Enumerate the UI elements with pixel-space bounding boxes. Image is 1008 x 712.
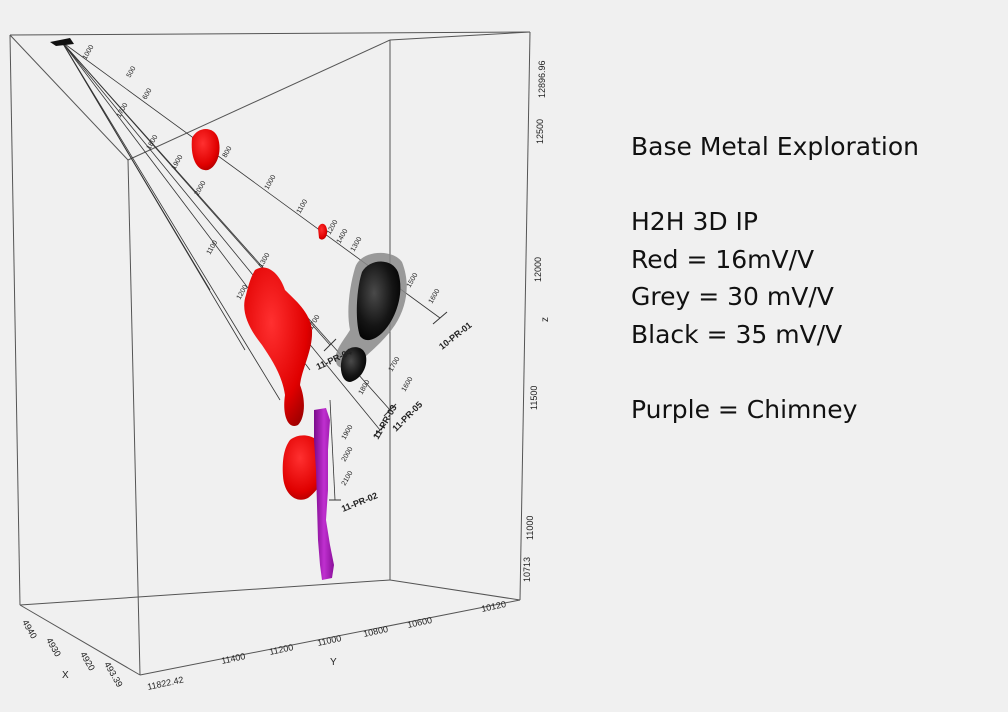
x-tick: 4930 [44, 636, 63, 658]
depth-label: 2000 [341, 446, 355, 463]
z-tick: 12500 [535, 119, 545, 144]
hole-label-10-pr-01: 10-PR-01 [437, 320, 474, 352]
depth-label: 1300 [350, 236, 364, 253]
legend-black: Black = 35 mV/V [631, 319, 843, 349]
z-axis-label: z [540, 317, 551, 322]
depth-label: 1600 [401, 376, 415, 393]
red-body-small [318, 223, 328, 240]
z-tick: 10713 [522, 557, 532, 582]
legend-spacer [631, 166, 919, 204]
y-tick: 11000 [316, 633, 342, 648]
depth-label: 1600 [428, 288, 442, 305]
depth-label: 1300 [258, 252, 272, 269]
legend-spacer [631, 353, 919, 391]
legend-survey: H2H 3D IP [631, 207, 759, 236]
z-tick: 12000 [533, 257, 543, 282]
depth-label: 1000 [264, 174, 278, 191]
x-tick: 4940 [20, 618, 39, 640]
y-tick: 11400 [220, 651, 246, 666]
y-tick: 11822.42 [146, 675, 184, 692]
legend-panel: Base Metal Exploration H2H 3D IP Red = 1… [631, 128, 919, 428]
x-axis-label: X [62, 670, 69, 681]
depth-label: 1000 [82, 44, 96, 61]
y-tick: 10800 [362, 624, 389, 639]
legend-grey: Grey = 30 mV/V [631, 282, 834, 311]
z-tick: 11000 [525, 516, 535, 540]
x-tick: 4920 [78, 650, 97, 672]
x-axis: 4940 4930 4920 493.39 X [20, 618, 124, 689]
hole-end-ticks [323, 311, 448, 501]
red-body-upper [191, 129, 220, 171]
depth-label: 800 [222, 145, 234, 159]
depth-label: 1500 [406, 272, 420, 289]
z-tick: 11500 [529, 386, 539, 410]
depth-label: 2100 [341, 470, 355, 487]
y-tick: 10600 [406, 615, 433, 630]
bounding-box [9, 31, 531, 676]
red-anomalies [191, 129, 328, 500]
y-tick: 10120 [480, 599, 507, 614]
red-body-main [244, 267, 313, 426]
depth-label: 2000 [194, 180, 208, 197]
depth-label: 1100 [296, 198, 310, 215]
collar-marker [50, 38, 74, 46]
legend-title: Base Metal Exploration [631, 132, 919, 161]
depth-label: 1400 [336, 228, 350, 245]
depth-label: 1900 [341, 424, 355, 441]
purple-chimney [314, 408, 334, 580]
depth-label: 500 [126, 65, 138, 79]
z-axis: 12896.96 12500 12000 11500 11000 10713 z [522, 60, 551, 582]
depth-label: 1200 [326, 219, 340, 236]
y-axis-label: Y [330, 657, 337, 668]
z-tick: 12896.96 [537, 60, 547, 98]
legend-purple: Purple = Chimney [631, 394, 858, 424]
depth-label: 1800 [146, 134, 160, 151]
black-anomaly [340, 261, 401, 382]
depth-label: 1900 [171, 154, 185, 171]
depth-label: 600 [142, 87, 154, 101]
legend-red: Red = 16mV/V [631, 244, 815, 274]
hole-label-11-pr-02: 11-PR-02 [340, 490, 379, 514]
y-tick: 11200 [268, 642, 294, 657]
